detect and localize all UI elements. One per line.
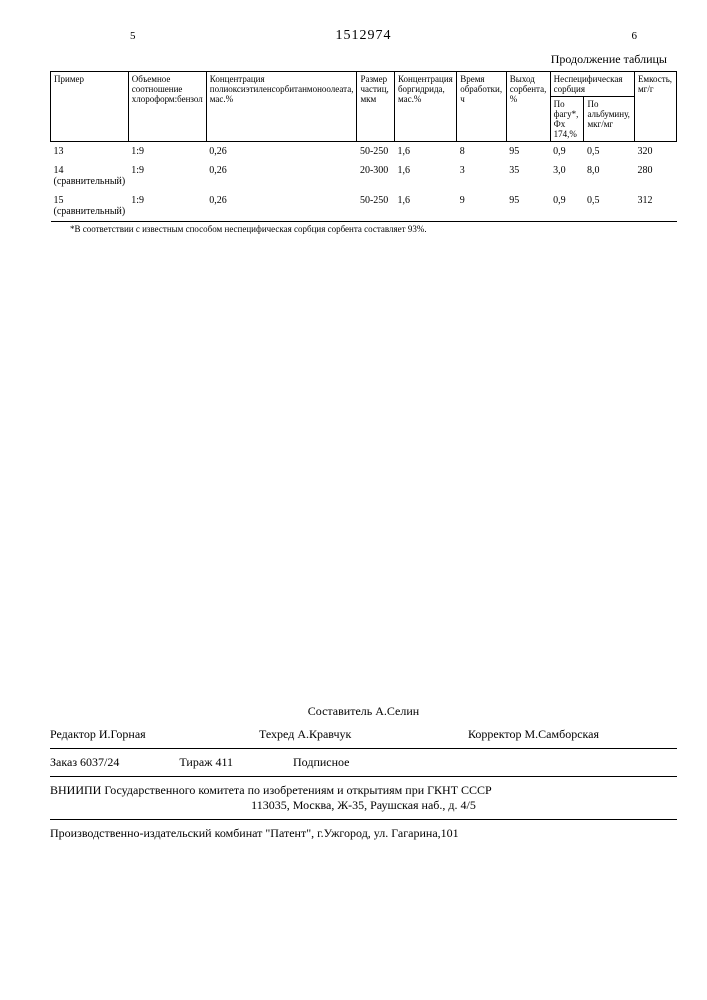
data-table: Пример Объемное соотношение хлороформ:бе… bbox=[50, 71, 677, 222]
table-cell: 280 bbox=[634, 161, 676, 191]
col-header: Емкость, мг/г bbox=[634, 72, 676, 142]
col-header: Концентрация полиоксиэтиленсорбитанмоноо… bbox=[206, 72, 357, 142]
podpisnoe: Подписное bbox=[293, 755, 350, 770]
table-cell: 1,6 bbox=[394, 142, 456, 162]
table-cell: 95 bbox=[506, 142, 550, 162]
techred: Техред А.Кравчук bbox=[259, 727, 468, 742]
org-name: ВНИИПИ Государственного комитета по изоб… bbox=[50, 783, 677, 798]
table-cell: 1,6 bbox=[394, 161, 456, 191]
table-row: 14 (сравнительный)1:90,2620-3001,63353,0… bbox=[51, 161, 677, 191]
table-cell: 3,0 bbox=[550, 161, 584, 191]
composer-line: Составитель А.Селин bbox=[50, 704, 677, 719]
col-header: Время обработки, ч bbox=[457, 72, 507, 142]
table-cell: 0,9 bbox=[550, 191, 584, 222]
table-row: 131:90,2650-2501,68950,90,5320 bbox=[51, 142, 677, 162]
table-cell: 1,6 bbox=[394, 191, 456, 222]
table-footnote: *В соответствии с известным способом нес… bbox=[50, 224, 677, 234]
order-row: Заказ 6037/24 Тираж 411 Подписное bbox=[50, 749, 677, 777]
table-cell: 50-250 bbox=[357, 142, 395, 162]
table-cell: 0,9 bbox=[550, 142, 584, 162]
table-cell: 312 bbox=[634, 191, 676, 222]
col-header: Неспецифическая сорбция bbox=[550, 72, 634, 97]
col-header: Пример bbox=[51, 72, 129, 142]
col-header: Концентрация боргидрида, мас.% bbox=[394, 72, 456, 142]
table-cell: 9 bbox=[457, 191, 507, 222]
table-cell: 0,26 bbox=[206, 142, 357, 162]
col-subheader: По фагу*, Фх 174,% bbox=[550, 97, 584, 142]
table-cell: 8,0 bbox=[584, 161, 634, 191]
production-row: Производственно-издательский комбинат "П… bbox=[50, 820, 677, 847]
document-number: 1512974 bbox=[50, 28, 677, 44]
table-cell: 8 bbox=[457, 142, 507, 162]
table-cell: 1:9 bbox=[128, 161, 206, 191]
col-header: Размер частиц, мкм bbox=[357, 72, 395, 142]
table-cell: 13 bbox=[51, 142, 129, 162]
table-cell: 0,5 bbox=[584, 142, 634, 162]
table-cell: 3 bbox=[457, 161, 507, 191]
page-right: 6 bbox=[632, 30, 638, 42]
table-cell: 50-250 bbox=[357, 191, 395, 222]
credits-row: Редактор И.Горная Техред А.Кравчук Корре… bbox=[50, 721, 677, 749]
table-cell: 1:9 bbox=[128, 142, 206, 162]
page-left: 5 bbox=[130, 30, 136, 42]
table-cell: 0,26 bbox=[206, 191, 357, 222]
editor: Редактор И.Горная bbox=[50, 727, 259, 742]
col-subheader: По альбумину, мкг/мг bbox=[584, 97, 634, 142]
table-cell: 320 bbox=[634, 142, 676, 162]
table-row: 15 (сравнительный)1:90,2650-2501,69950,9… bbox=[51, 191, 677, 222]
table-continuation-title: Продолжение таблицы bbox=[50, 52, 677, 67]
order-number: Заказ 6037/24 bbox=[50, 755, 119, 770]
col-header: Объемное соотношение хлороформ:бензол bbox=[128, 72, 206, 142]
col-header: Выход сорбента, % bbox=[506, 72, 550, 142]
table-cell: 20-300 bbox=[357, 161, 395, 191]
corrector: Корректор М.Самборская bbox=[468, 727, 677, 742]
table-cell: 15 (сравнительный) bbox=[51, 191, 129, 222]
table-cell: 14 (сравнительный) bbox=[51, 161, 129, 191]
table-cell: 35 bbox=[506, 161, 550, 191]
organization-row: ВНИИПИ Государственного комитета по изоб… bbox=[50, 777, 677, 820]
tirazh: Тираж 411 bbox=[179, 755, 233, 770]
table-cell: 95 bbox=[506, 191, 550, 222]
table-cell: 1:9 bbox=[128, 191, 206, 222]
org-address: 113035, Москва, Ж-35, Раушская наб., д. … bbox=[50, 798, 677, 813]
imprint-block: Составитель А.Селин Редактор И.Горная Те… bbox=[50, 704, 677, 847]
table-cell: 0,5 bbox=[584, 191, 634, 222]
table-cell: 0,26 bbox=[206, 161, 357, 191]
